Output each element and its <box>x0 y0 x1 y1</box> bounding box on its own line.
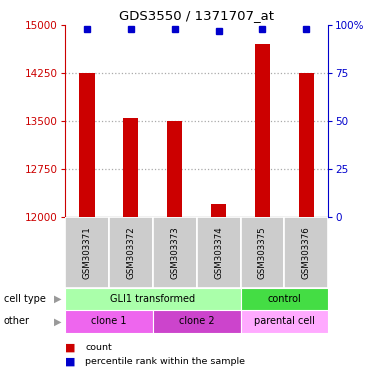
Text: parental cell: parental cell <box>254 316 315 326</box>
Bar <box>299 73 314 217</box>
Text: ■: ■ <box>65 343 75 353</box>
Text: GSM303374: GSM303374 <box>214 226 223 279</box>
Bar <box>153 217 197 288</box>
Text: GSM303371: GSM303371 <box>82 226 91 279</box>
Bar <box>211 204 226 217</box>
Bar <box>65 310 153 333</box>
Bar <box>240 310 328 333</box>
Bar <box>240 217 285 288</box>
Text: GSM303375: GSM303375 <box>258 226 267 279</box>
Text: clone 2: clone 2 <box>179 316 214 326</box>
Text: GLI1 transformed: GLI1 transformed <box>110 294 195 304</box>
Text: GSM303372: GSM303372 <box>126 226 135 279</box>
Text: percentile rank within the sample: percentile rank within the sample <box>85 357 245 366</box>
Bar <box>109 217 153 288</box>
Bar <box>285 217 328 288</box>
Bar <box>123 118 138 217</box>
Bar <box>79 73 95 217</box>
Text: ■: ■ <box>65 356 75 366</box>
Text: control: control <box>267 294 301 304</box>
Bar <box>197 217 240 288</box>
Text: ▶: ▶ <box>54 316 61 326</box>
Text: clone 1: clone 1 <box>91 316 127 326</box>
Text: cell type: cell type <box>4 294 46 304</box>
Bar <box>65 217 109 288</box>
Bar <box>153 310 240 333</box>
Text: other: other <box>4 316 30 326</box>
Text: GSM303376: GSM303376 <box>302 226 311 279</box>
Title: GDS3550 / 1371707_at: GDS3550 / 1371707_at <box>119 9 274 22</box>
Text: GSM303373: GSM303373 <box>170 226 179 279</box>
Text: ▶: ▶ <box>54 294 61 304</box>
Bar <box>65 288 240 310</box>
Bar <box>240 288 328 310</box>
Bar <box>167 121 183 217</box>
Text: count: count <box>85 343 112 353</box>
Bar <box>255 44 270 217</box>
